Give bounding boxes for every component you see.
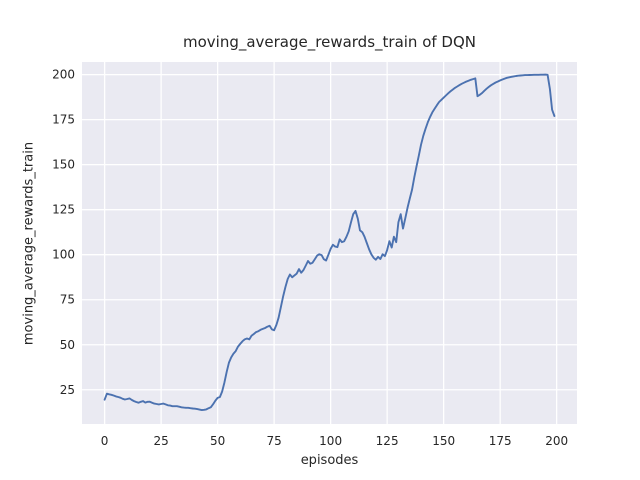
x-tick-label: 150 bbox=[432, 434, 455, 448]
y-tick-label: 175 bbox=[52, 113, 75, 127]
y-tick-label: 25 bbox=[60, 383, 75, 397]
x-tick-label: 125 bbox=[376, 434, 399, 448]
x-tick-label: 175 bbox=[489, 434, 512, 448]
x-tick-label: 75 bbox=[266, 434, 281, 448]
y-tick-label: 100 bbox=[52, 248, 75, 262]
x-tick-label: 25 bbox=[153, 434, 168, 448]
y-axis-label: moving_average_rewards_train bbox=[21, 141, 37, 346]
y-tick-label: 200 bbox=[52, 68, 75, 82]
x-tick-label: 100 bbox=[319, 434, 342, 448]
y-tick-label: 50 bbox=[60, 338, 75, 352]
x-tick-label: 50 bbox=[210, 434, 225, 448]
x-tick-label: 0 bbox=[101, 434, 109, 448]
x-axis-label: episodes bbox=[300, 453, 359, 468]
chart-title: moving_average_rewards_train of DQN bbox=[182, 33, 477, 51]
dqn-reward-line bbox=[103, 73, 556, 412]
x-tick-label: 200 bbox=[545, 434, 568, 448]
y-tick-label: 150 bbox=[52, 158, 75, 172]
y-tick-label: 75 bbox=[60, 293, 75, 307]
plot-background bbox=[82, 62, 577, 424]
y-tick-label: 125 bbox=[52, 203, 75, 217]
